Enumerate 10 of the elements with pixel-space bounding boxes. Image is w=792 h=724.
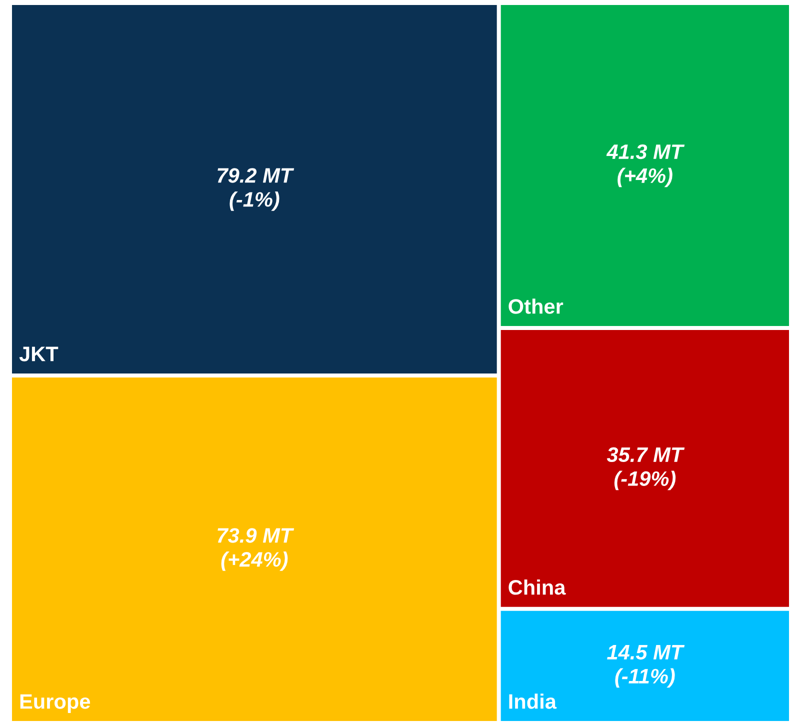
category-label: China: [508, 579, 566, 595]
category-label: Other: [508, 298, 564, 314]
data-label: 79.2 MT (-1%): [218, 168, 294, 211]
category-label: India: [509, 694, 557, 709]
data-label: 14.5 MT (-11%): [607, 645, 685, 688]
data-label: 35.7 MT (-19%): [606, 447, 685, 490]
data-label: 41.3 MT (+4%): [606, 144, 685, 188]
data-label: 73.9 MT (+24%): [218, 528, 294, 571]
category-label: Europe: [20, 694, 90, 713]
category-label: JKT: [19, 346, 58, 362]
